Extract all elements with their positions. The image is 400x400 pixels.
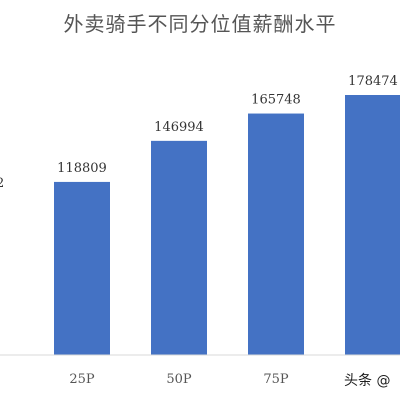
watermark-text: 头条 @ (344, 373, 391, 389)
data-label: 146994 (154, 120, 204, 135)
data-label: 118809 (57, 161, 107, 176)
x-tick-label: 25P (69, 372, 95, 387)
bar-50P (151, 140, 207, 355)
chart-title: 外卖骑手不同分位值薪酬水平 (63, 12, 337, 36)
data-label-cutoff: 2 (0, 176, 5, 191)
watermark-badge: 头条 @ (332, 366, 400, 392)
data-label: 165748 (251, 93, 301, 108)
bar-item-4 (345, 95, 400, 355)
bar-25P (54, 181, 110, 355)
x-tick-labels-group: 25P 50P 75P (69, 372, 289, 387)
x-tick-label: 75P (263, 372, 289, 387)
bar-75P (248, 113, 304, 355)
value-labels-group: 118809 146994 165748 178474 (57, 74, 398, 176)
data-label: 178474 (348, 74, 398, 89)
bars-group (54, 95, 400, 355)
x-tick-label: 50P (166, 372, 192, 387)
